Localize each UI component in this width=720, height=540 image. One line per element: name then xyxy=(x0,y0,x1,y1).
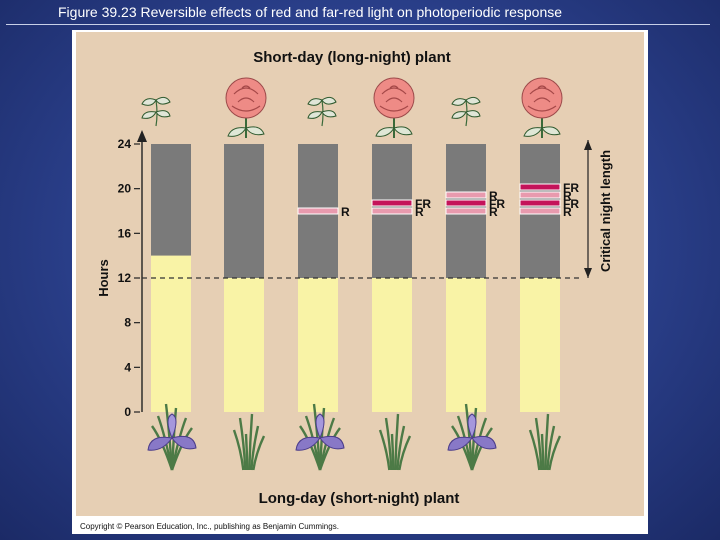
iris-flower-icon xyxy=(147,403,197,471)
bottom-heading: Long-day (short-night) plant xyxy=(259,490,460,507)
grass-leaves-icon xyxy=(232,413,266,471)
photoperiod-bar: R xyxy=(297,144,350,412)
red-flash xyxy=(445,207,487,215)
y-tick-label: 20 xyxy=(118,182,132,196)
y-axis-label: Hours xyxy=(96,259,111,297)
iris-flower-icon xyxy=(447,403,497,471)
rose-flower-icon xyxy=(225,77,267,138)
red-flash xyxy=(445,191,487,199)
critical-arrow-down-icon xyxy=(584,268,592,278)
day-period xyxy=(151,255,191,412)
y-tick-label: 12 xyxy=(118,271,132,285)
leaf-sprig-icon xyxy=(307,96,337,127)
day-period xyxy=(372,278,412,412)
critical-night-label: Critical night length xyxy=(598,150,613,272)
figure-area: Short-day (long-night) plant 24 20 16 12 8 4 0… xyxy=(76,32,644,516)
grass-leaves-icon xyxy=(528,413,562,471)
flash-label: FR xyxy=(489,197,505,211)
day-period xyxy=(298,278,338,412)
red-flash xyxy=(519,207,561,215)
flash-label: R xyxy=(563,189,572,203)
rose-flower-icon xyxy=(373,77,415,138)
leaf-sprig-icon xyxy=(141,96,171,127)
flash-label: R xyxy=(563,205,572,219)
y-axis-arrow-icon xyxy=(137,130,147,142)
red-flash xyxy=(519,191,561,199)
red-flash xyxy=(371,207,413,215)
copyright-notice: Copyright © Pearson Education, Inc., pub… xyxy=(80,522,339,531)
y-tick-label: 16 xyxy=(118,226,132,240)
red-flash xyxy=(297,207,339,215)
far-red-flash xyxy=(445,199,487,207)
photoperiod-figure: Short-day (long-night) plant 24 20 16 12 8 4 0… xyxy=(96,49,613,507)
rose-flower-icon xyxy=(521,77,563,138)
far-red-flash xyxy=(371,199,413,207)
y-tick-label: 8 xyxy=(124,316,131,330)
figure-panel: Short-day (long-night) plant 24 20 16 12 8 4 0… xyxy=(72,30,648,534)
far-red-flash xyxy=(519,199,561,207)
day-period xyxy=(446,278,486,412)
leaf-sprig-icon xyxy=(451,96,481,127)
flash-label: FR xyxy=(563,197,579,211)
photoperiod-bar xyxy=(224,144,264,412)
flash-label: R xyxy=(341,205,350,219)
flash-label: R xyxy=(489,205,498,219)
flash-label: FR xyxy=(415,197,431,211)
grass-leaves-icon xyxy=(378,413,412,471)
night-period xyxy=(224,144,264,278)
title-divider xyxy=(6,24,710,25)
iris-flower-icon xyxy=(295,403,345,471)
top-heading: Short-day (long-night) plant xyxy=(253,49,450,66)
day-period xyxy=(520,278,560,412)
slide-title: Figure 39.23 Reversible effects of red a… xyxy=(58,4,563,20)
night-period xyxy=(151,144,191,256)
photoperiod-bar xyxy=(151,144,191,412)
day-period xyxy=(224,278,264,412)
critical-arrow-up-icon xyxy=(584,140,592,150)
flash-label: R xyxy=(489,189,498,203)
y-tick-label: 24 xyxy=(118,137,132,151)
y-tick-label: 4 xyxy=(124,360,131,374)
flash-label: FR xyxy=(563,181,579,195)
far-red-flash xyxy=(519,183,561,191)
photoperiod-bar: RFR xyxy=(371,144,431,412)
flash-label: R xyxy=(415,205,424,219)
y-tick-label: 0 xyxy=(124,405,131,419)
